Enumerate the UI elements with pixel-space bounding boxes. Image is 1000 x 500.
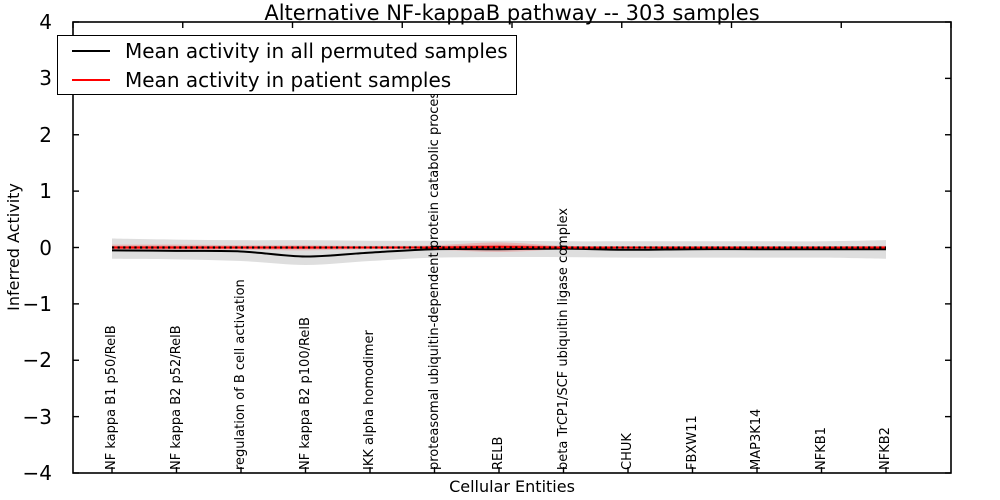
x-entity-label: IKK alpha homodimer bbox=[362, 330, 377, 470]
y-tick-label: 2 bbox=[39, 122, 52, 147]
y-tick-label: −1 bbox=[22, 291, 52, 316]
legend-line-sample-black bbox=[72, 49, 110, 52]
x-entity-label: MAP3K14 bbox=[749, 408, 764, 470]
y-tick-label: 3 bbox=[39, 66, 52, 91]
permuted-std-band bbox=[112, 238, 886, 265]
legend-line-sample-red bbox=[72, 78, 110, 81]
legend-entry-permuted: Mean activity in all permuted samples bbox=[58, 37, 516, 65]
chart-title: Alternative NF-kappaB pathway -- 303 sam… bbox=[264, 1, 760, 25]
x-entity-label: CHUK bbox=[620, 433, 635, 470]
x-entity-label: NF kappa B2 p52/RelB bbox=[168, 325, 184, 470]
legend-label: Mean activity in all permuted samples bbox=[125, 38, 508, 63]
x-entity-label: NFKB1 bbox=[813, 427, 829, 470]
x-entity-label: NFKB2 bbox=[878, 427, 893, 470]
y-tick-label: 0 bbox=[39, 235, 52, 260]
x-entity-label: FBXW11 bbox=[684, 415, 700, 470]
x-entity-label: NF kappa B2 p100/RelB bbox=[297, 317, 313, 470]
legend-entry-patient: Mean activity in patient samples bbox=[58, 66, 516, 94]
x-entity-label: RELB bbox=[491, 436, 506, 470]
x-entity-label: beta TrCP1/SCF ubiquitin ligase complex bbox=[555, 207, 571, 470]
y-axis-label: Inferred Activity bbox=[4, 183, 23, 311]
legend-label: Mean activity in patient samples bbox=[125, 67, 452, 92]
x-entity-label: NF kappa B1 p50/RelB bbox=[104, 325, 119, 470]
legend: Mean activity in all permuted samples Me… bbox=[57, 35, 517, 95]
x-entity-label: regulation of B cell activation bbox=[233, 279, 248, 470]
y-tick-label: 1 bbox=[39, 179, 52, 204]
permuted-mean-line bbox=[111, 247, 886, 258]
x-entity-label: proteasomal ubiquitin-dependent protein … bbox=[426, 85, 442, 470]
x-axis-label: Cellular Entities bbox=[449, 477, 575, 496]
y-tick-label: −2 bbox=[22, 348, 52, 373]
y-tick-label: −3 bbox=[22, 404, 52, 429]
y-tick-label: −4 bbox=[22, 461, 52, 485]
y-tick-label: 4 bbox=[39, 10, 52, 34]
